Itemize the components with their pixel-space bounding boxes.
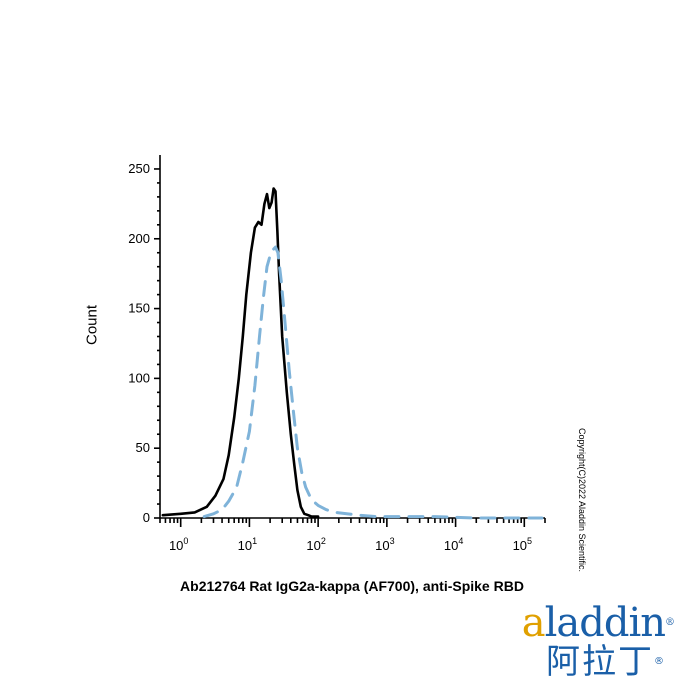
y-tick-label: 250 bbox=[128, 161, 150, 176]
y-tick-label: 100 bbox=[128, 370, 150, 385]
x-tick-label: 105 bbox=[513, 536, 532, 553]
x-tick-label: 100 bbox=[169, 536, 188, 553]
series-dashed-line bbox=[202, 245, 544, 520]
logo-wordmark: aladdin® bbox=[521, 600, 675, 646]
series-group bbox=[161, 187, 544, 520]
axes bbox=[159, 155, 545, 519]
x-tick-label: 103 bbox=[375, 536, 394, 553]
logo-chinese: 阿拉丁® bbox=[546, 642, 666, 682]
x-axis-label: Ab212764 Rat IgG2a-kappa (AF700), anti-S… bbox=[180, 578, 524, 594]
y-tick-label: 50 bbox=[136, 440, 150, 455]
tick-group: 0 50 100 150 200 250 100 101 102 103 104 105 bbox=[128, 161, 546, 553]
x-tick-label: 102 bbox=[306, 536, 325, 553]
copyright-notice: Copyright(C)2022 Aladdin Scientific. bbox=[577, 427, 587, 573]
aladdin-logo: aladdin® 阿拉丁® bbox=[521, 600, 675, 683]
y-tick-label: 150 bbox=[128, 301, 150, 316]
x-tick-label: 104 bbox=[444, 536, 463, 553]
y-tick-label: 200 bbox=[128, 231, 150, 246]
y-axis-label: Count bbox=[83, 304, 101, 346]
y-tick-label: 0 bbox=[143, 510, 150, 525]
series-solid-line bbox=[161, 187, 320, 518]
x-tick-label: 101 bbox=[238, 536, 257, 553]
